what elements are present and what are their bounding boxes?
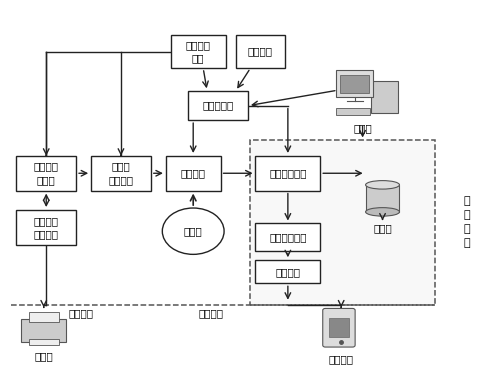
Ellipse shape (366, 180, 399, 189)
Text: 测试结果
评估模块: 测试结果 评估模块 (34, 216, 59, 239)
Text: 测试用例生成: 测试用例生成 (269, 232, 307, 242)
Text: 安全标准: 安全标准 (248, 47, 273, 56)
FancyBboxPatch shape (336, 108, 370, 114)
Text: 终端测试模块: 终端测试模块 (269, 168, 307, 178)
FancyBboxPatch shape (235, 35, 286, 68)
Text: 急救包: 急救包 (184, 226, 202, 236)
FancyBboxPatch shape (17, 210, 76, 245)
FancyBboxPatch shape (329, 318, 349, 337)
Text: 修复表
优化模块: 修复表 优化模块 (108, 162, 133, 185)
FancyBboxPatch shape (29, 312, 59, 322)
FancyBboxPatch shape (171, 35, 225, 68)
Text: 移动终端: 移动终端 (329, 354, 354, 364)
Text: 修复模块: 修复模块 (181, 168, 206, 178)
Text: 修复表建
立模块: 修复表建 立模块 (34, 162, 59, 185)
Text: 测试项目表: 测试项目表 (202, 101, 234, 110)
FancyBboxPatch shape (166, 156, 220, 191)
Ellipse shape (366, 208, 399, 216)
FancyBboxPatch shape (323, 308, 355, 347)
Text: 用例库: 用例库 (373, 223, 392, 233)
FancyBboxPatch shape (256, 156, 320, 191)
Text: 打印机: 打印机 (35, 351, 53, 361)
FancyBboxPatch shape (250, 140, 435, 305)
Text: 计
算
机
端: 计 算 机 端 (464, 196, 470, 248)
Text: 循环测试: 循环测试 (198, 308, 223, 318)
FancyBboxPatch shape (17, 156, 76, 191)
FancyBboxPatch shape (366, 185, 399, 212)
Ellipse shape (162, 208, 224, 254)
FancyBboxPatch shape (371, 81, 398, 113)
FancyBboxPatch shape (336, 70, 373, 97)
FancyBboxPatch shape (22, 319, 66, 342)
FancyBboxPatch shape (340, 75, 369, 93)
FancyBboxPatch shape (91, 156, 151, 191)
Text: 计算机: 计算机 (353, 123, 372, 133)
FancyBboxPatch shape (29, 339, 59, 345)
Text: 业务安全
需求: 业务安全 需求 (186, 40, 211, 63)
Text: 测试数据: 测试数据 (276, 267, 301, 277)
FancyBboxPatch shape (256, 260, 320, 283)
FancyBboxPatch shape (256, 223, 320, 251)
Text: 输出报告: 输出报告 (69, 308, 94, 318)
FancyBboxPatch shape (188, 91, 248, 120)
